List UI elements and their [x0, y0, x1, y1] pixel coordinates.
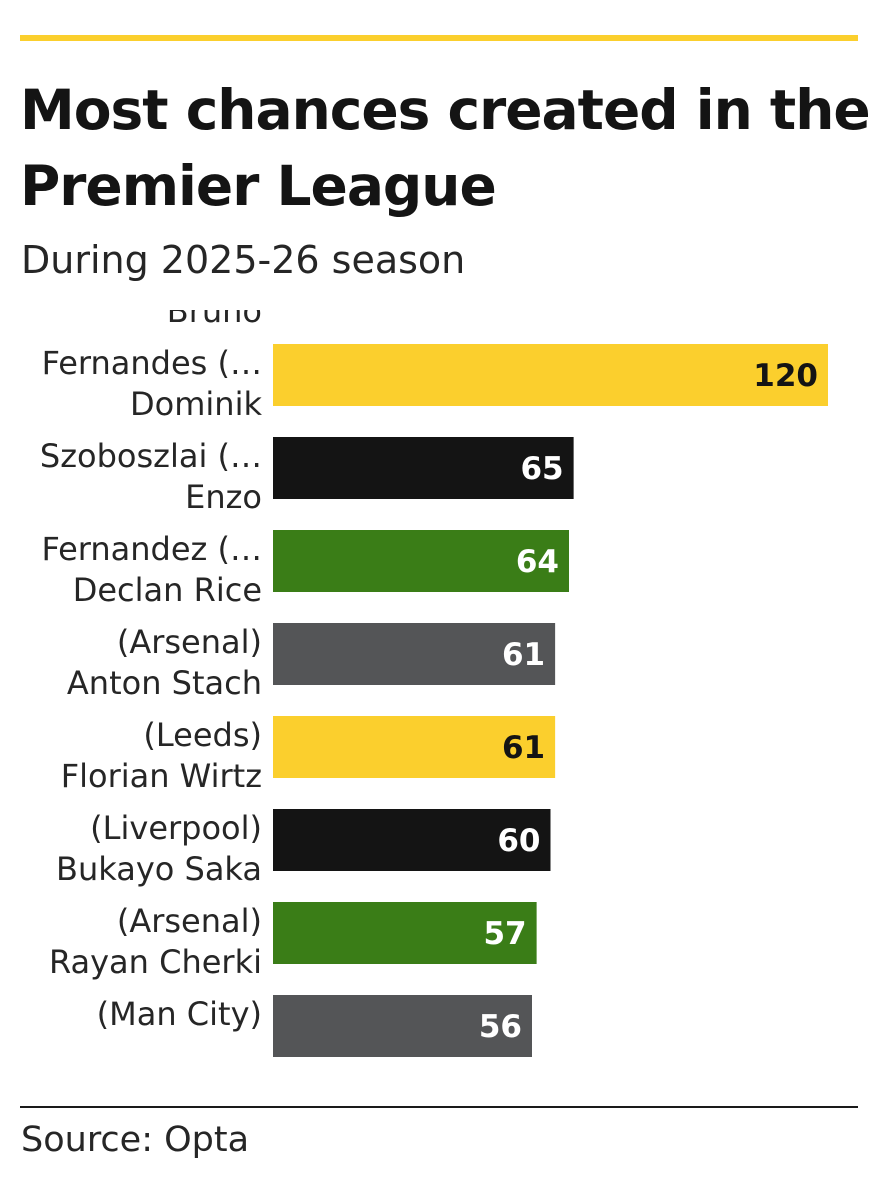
- category-label-line: Anton Stach: [67, 664, 262, 702]
- bar-value-label-6: 57: [483, 916, 526, 952]
- bar-4: [273, 716, 556, 778]
- category-label-line: (Man City): [97, 995, 262, 1033]
- category-label-line: (Arsenal): [117, 902, 262, 940]
- bar-value-label-1: 65: [520, 451, 563, 487]
- category-label-line: Declan Rice: [73, 571, 262, 609]
- bar-2: [273, 530, 569, 592]
- category-label-line: Florian Wirtz: [61, 757, 262, 795]
- chart-title: Most chances created in the Premier Leag…: [20, 78, 871, 218]
- category-label-4: Anton Stach (Leeds): [67, 664, 262, 754]
- bar-value-label-7: 56: [479, 1009, 522, 1045]
- bar-3: [273, 623, 556, 685]
- bar-0: [273, 344, 828, 406]
- category-label-line: Rayan Cherki: [49, 943, 262, 981]
- bar-6: [273, 902, 537, 964]
- category-label-line: Fernandez (…: [41, 530, 262, 568]
- bar-1: [273, 437, 574, 499]
- bottom-rule: [20, 1106, 858, 1108]
- bar-value-label-3: 61: [502, 637, 545, 673]
- category-label-line: Bruno: [167, 310, 262, 330]
- category-label-line: (Leeds): [143, 716, 262, 754]
- bar-value-label-2: 64: [516, 544, 559, 580]
- category-label-1: Dominik Szoboszlai (…: [40, 385, 263, 475]
- category-label-2: Enzo Fernandez (…: [41, 478, 262, 568]
- category-label-5: Florian Wirtz (Liverpool): [61, 757, 262, 847]
- category-label-line: Szoboszlai (…: [40, 437, 262, 475]
- bar-value-label-4: 61: [502, 730, 545, 766]
- category-label-line: Enzo: [185, 478, 262, 516]
- category-label-7: Rayan Cherki (Man City): [49, 943, 262, 1033]
- bar-5: [273, 809, 551, 871]
- category-label-6: Bukayo Saka (Arsenal): [56, 850, 262, 940]
- category-label-line: (Liverpool): [90, 809, 262, 847]
- category-label-line: Bukayo Saka: [56, 850, 262, 888]
- bars-group: 120 Bruno Fernandes (… 65 Dominik Szoboszlai …: [40, 310, 828, 1057]
- chart-subtitle: During 2025-26 season: [21, 238, 466, 282]
- category-label-3: Declan Rice (Arsenal): [73, 571, 262, 661]
- category-label-line: (Arsenal): [117, 623, 262, 661]
- category-label-0: Bruno Fernandes (…: [42, 310, 262, 382]
- category-label-line: Fernandes (…: [42, 344, 262, 382]
- bar-chart: 120 Bruno Fernandes (… 65 Dominik Szoboszlai …: [40, 310, 828, 1057]
- source-note: Source: Opta: [21, 1120, 250, 1160]
- bar-value-label-5: 60: [497, 823, 540, 859]
- top-accent-rule: [20, 35, 858, 41]
- bar-value-label-0: 120: [753, 358, 818, 394]
- category-label-line: Dominik: [130, 385, 262, 423]
- bar-7: [273, 995, 532, 1057]
